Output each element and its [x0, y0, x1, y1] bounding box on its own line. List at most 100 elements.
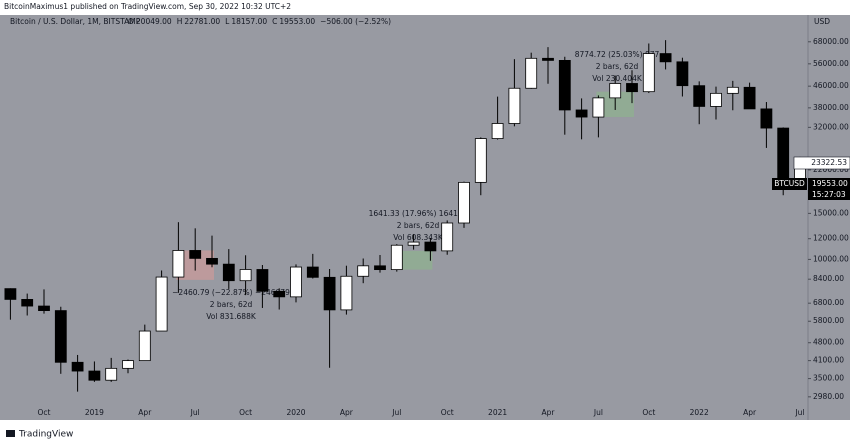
candle-body: [726, 86, 739, 94]
candle-body: [340, 275, 353, 311]
countdown-label: 15:27:03: [812, 190, 846, 199]
measure-text: 2 bars, 62d: [210, 300, 253, 309]
footer-logo: TradingView: [6, 430, 73, 440]
x-tick-label: Oct: [642, 408, 655, 417]
measure-text: Vol 831.688K: [206, 312, 257, 321]
candle-body: [21, 299, 34, 307]
x-tick-label: Jul: [593, 408, 603, 417]
candle-body: [239, 269, 252, 282]
candle-body: [256, 269, 269, 292]
x-tick-label: 2022: [690, 408, 709, 417]
y-tick-label: 10000.00: [813, 254, 849, 263]
y-tick-label: 38000.00: [813, 103, 849, 112]
candle-body: [542, 57, 554, 61]
logo-mark: [6, 430, 15, 437]
legend-h: 22781.00: [184, 17, 220, 26]
price-axis-background: [808, 15, 850, 420]
x-tick-label: Jul: [794, 408, 804, 417]
candle-body: [424, 241, 437, 252]
price-tag: [808, 178, 850, 200]
x-tick-label: Jul: [190, 408, 200, 417]
candle-body: [407, 241, 420, 246]
y-tick-label: 2980.00: [813, 392, 844, 401]
measure-text: −2460.79 (−22.87%) −246079: [172, 288, 290, 297]
price-tag-label: 19553.00: [812, 179, 848, 188]
candle-body: [71, 361, 84, 372]
y-tick-label: 46000.00: [813, 81, 849, 90]
legend-c-label: C: [272, 17, 277, 26]
last-close-tag: [793, 156, 850, 170]
candle-body: [474, 138, 487, 183]
symbol-tag: [772, 178, 807, 190]
footer-brand: TradingView: [18, 430, 73, 440]
candle-body: [323, 276, 336, 311]
y-tick-label: 4800.00: [813, 338, 844, 347]
measure-text: 8774.72 (25.03%) 877: [575, 50, 660, 59]
candle-body: [105, 367, 118, 381]
candle-body: [54, 310, 67, 363]
symbol-name: Bitcoin / U.S. Dollar, 1M, BITSTAMP: [10, 17, 141, 26]
legend-o: 20049.00: [136, 17, 172, 26]
measure-text: Vol 608.343K: [393, 233, 444, 242]
measure-text: Vol 230.404K: [592, 74, 643, 83]
x-tick-label: Oct: [38, 408, 51, 417]
plot-background: [0, 15, 808, 420]
y-tick-label: 5800.00: [813, 316, 844, 325]
candle-body: [693, 85, 706, 107]
candle-body: [659, 53, 672, 63]
x-tick-label: Apr: [138, 408, 152, 417]
x-tick-label: 2021: [488, 408, 507, 417]
candle-body: [575, 109, 588, 118]
publisher-line: BitcoinMaximus1 published on TradingView…: [4, 2, 291, 11]
candle-body: [508, 87, 521, 124]
candle-body: [172, 250, 185, 278]
candle-body: [458, 181, 470, 224]
y-tick-label: 6800.00: [813, 298, 844, 307]
measure-text: 2 bars, 62d: [596, 62, 639, 71]
candle-body: [357, 265, 370, 277]
candle-body: [306, 266, 319, 278]
candle-body: [609, 83, 622, 99]
y-tick-label: 56000.00: [813, 59, 849, 68]
legend-l: 18157.00: [231, 17, 267, 26]
candle-body: [441, 222, 454, 252]
x-tick-label: Apr: [340, 408, 354, 417]
y-tick-label: 32000.00: [813, 122, 849, 131]
candle-body: [390, 244, 403, 271]
candle-body: [642, 53, 655, 93]
candle-body: [138, 330, 151, 362]
candle-body: [491, 123, 504, 139]
candle-body: [189, 250, 202, 259]
candle-body: [710, 92, 722, 107]
candle-body: [4, 288, 17, 300]
x-tick-label: 2019: [85, 408, 104, 417]
legend-h-label: H: [177, 17, 183, 26]
symbol-tag-label: BTCUSD: [774, 179, 805, 188]
x-tick-label: Oct: [441, 408, 454, 417]
y-tick-label: 8400.00: [813, 274, 844, 283]
y-tick-label: 3500.00: [813, 374, 844, 383]
y-tick-label: 22000.00: [813, 165, 849, 174]
legend-change: −506.00 (−2.52%): [320, 17, 391, 26]
candle-body: [676, 61, 689, 87]
legend: Bitcoin / U.S. Dollar, 1M, BITSTAMP O 200…: [10, 17, 391, 26]
last-close-label: 23322.53: [811, 158, 847, 167]
currency-label: USD: [814, 17, 830, 26]
x-tick-label: Jul: [391, 408, 401, 417]
legend-c: 19553.00: [279, 17, 315, 26]
candle-body: [88, 370, 101, 381]
candle-body: [777, 127, 790, 182]
candle-body: [290, 266, 302, 298]
candle-body: [743, 86, 756, 110]
candle-body: [626, 83, 638, 93]
x-tick-label: Apr: [743, 408, 757, 417]
measure-box: [394, 250, 433, 270]
candle-body: [558, 59, 571, 111]
measure-text: 2 bars, 62d: [397, 221, 440, 230]
candle-body: [273, 290, 286, 298]
candle-body: [760, 108, 773, 129]
legend-o-label: O: [128, 17, 134, 26]
measure-text: 1641.33 (17.96%) 164133: [369, 209, 468, 218]
candle-body: [206, 257, 218, 265]
